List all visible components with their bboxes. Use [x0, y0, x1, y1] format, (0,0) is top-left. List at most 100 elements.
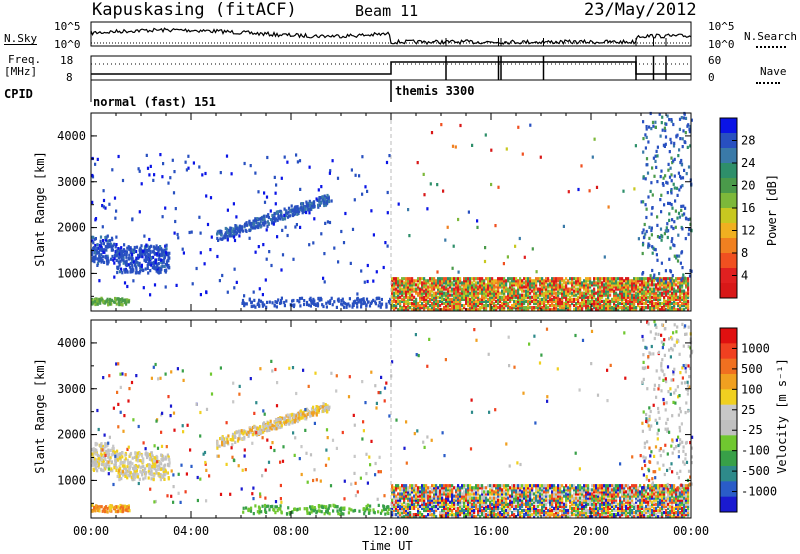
data-cell	[91, 463, 94, 467]
data-cell	[397, 511, 400, 515]
data-cell	[583, 299, 586, 303]
data-cell	[679, 289, 682, 293]
data-cell	[249, 426, 252, 430]
data-cell	[433, 285, 436, 289]
data-cell	[319, 296, 322, 300]
data-cell	[681, 289, 684, 293]
data-cell	[660, 210, 663, 214]
data-cell	[515, 277, 518, 281]
data-cell	[275, 183, 278, 187]
data-cell	[128, 387, 131, 391]
data-cell	[491, 281, 494, 285]
data-cell	[247, 434, 250, 438]
data-cell	[629, 306, 632, 310]
data-cell	[533, 279, 536, 283]
data-cell	[473, 293, 476, 297]
data-cell	[479, 277, 482, 281]
data-cell	[475, 306, 478, 310]
data-cell	[391, 486, 394, 490]
data-cell	[613, 283, 616, 287]
data-cell	[190, 464, 193, 468]
data-cell	[108, 464, 111, 468]
data-cell	[415, 283, 418, 287]
data-cell	[650, 127, 653, 131]
data-cell	[654, 120, 657, 124]
data-cell	[499, 295, 502, 299]
data-cell	[201, 173, 204, 177]
data-cell	[485, 287, 488, 291]
data-cell	[625, 279, 628, 283]
data-cell	[419, 279, 422, 283]
data-cell	[517, 295, 520, 299]
data-cell	[102, 300, 105, 304]
data-cell	[465, 297, 468, 301]
data-cell	[309, 414, 312, 418]
data-cell	[653, 279, 656, 283]
data-cell	[155, 464, 159, 468]
data-cell	[323, 280, 326, 284]
data-cell	[519, 299, 522, 303]
data-cell	[671, 281, 674, 285]
data-cell	[503, 297, 506, 301]
data-cell	[617, 287, 620, 291]
data-cell	[405, 301, 408, 306]
data-cell	[453, 287, 456, 291]
data-cell	[631, 293, 634, 297]
data-cell	[527, 281, 530, 285]
data-cell	[601, 308, 604, 312]
data-cell	[565, 297, 568, 301]
data-cell	[131, 257, 134, 261]
data-cell	[430, 131, 434, 135]
data-cell	[225, 421, 228, 425]
data-cell	[583, 279, 586, 283]
data-cell	[134, 470, 137, 474]
data-cell	[270, 423, 273, 427]
data-cell	[423, 295, 426, 299]
data-cell	[160, 430, 163, 434]
data-cell	[401, 484, 404, 488]
data-cell	[469, 306, 472, 310]
data-cell	[360, 305, 363, 309]
data-cell	[397, 295, 400, 299]
data-cell	[168, 458, 171, 462]
data-cell	[397, 277, 400, 281]
data-cell	[591, 295, 594, 299]
data-cell	[447, 277, 450, 281]
data-cell	[126, 476, 129, 480]
data-cell	[675, 283, 678, 287]
data-cell	[639, 287, 642, 291]
data-cell	[587, 287, 590, 291]
data-cell	[603, 289, 606, 293]
data-cell	[111, 254, 114, 259]
data-cell	[643, 293, 646, 297]
data-cell	[601, 299, 604, 303]
data-cell	[589, 281, 592, 285]
data-cell	[605, 287, 608, 291]
data-cell	[507, 297, 510, 301]
data-cell	[131, 472, 135, 476]
data-cell	[443, 279, 446, 283]
data-cell	[270, 221, 274, 225]
data-cell	[479, 291, 482, 295]
data-cell	[684, 116, 688, 120]
data-cell	[684, 237, 687, 241]
data-cell	[429, 279, 432, 283]
data-cell	[485, 285, 488, 289]
data-cell	[401, 289, 404, 293]
data-cell	[258, 222, 261, 226]
data-cell	[573, 285, 576, 289]
data-cell	[663, 291, 666, 295]
data-cell	[555, 295, 558, 299]
data-cell	[511, 291, 514, 295]
data-cell	[665, 293, 668, 297]
data-cell	[395, 287, 398, 291]
data-cell	[118, 465, 121, 469]
data-cell	[305, 200, 308, 204]
data-cell	[107, 472, 110, 476]
data-cell	[437, 277, 440, 281]
data-cell	[579, 283, 582, 287]
data-cell	[635, 281, 638, 285]
data-cell	[153, 173, 156, 177]
data-cell	[527, 279, 530, 283]
data-cell	[393, 304, 396, 308]
